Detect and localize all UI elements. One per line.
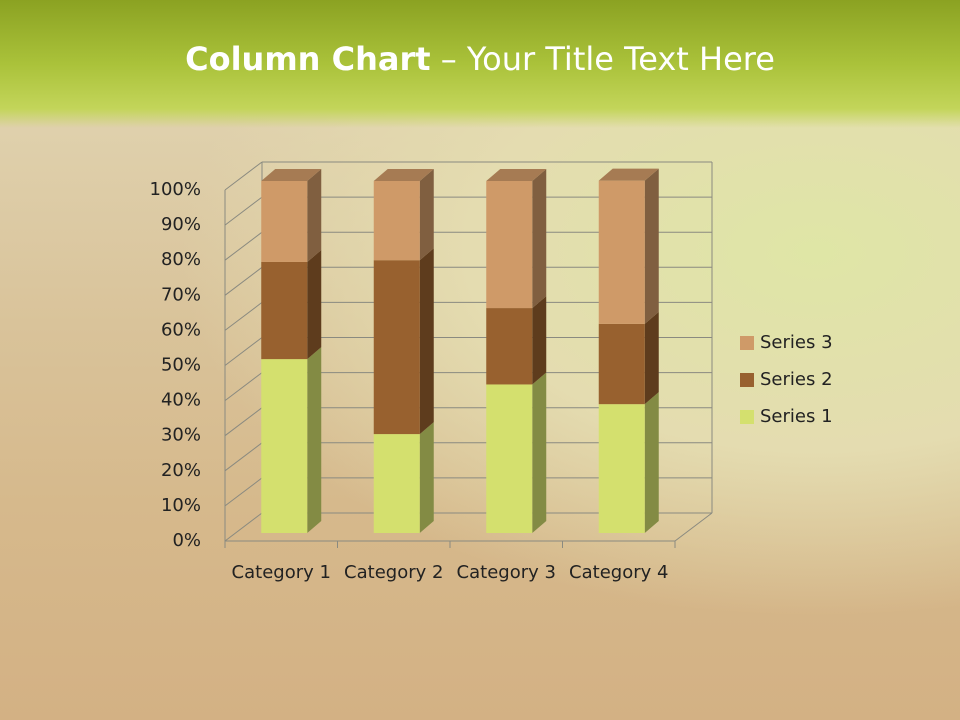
y-tick-label: 20% <box>161 460 201 481</box>
bar-side <box>307 249 322 360</box>
bar <box>261 261 308 360</box>
legend-label: Series 3 <box>760 332 833 353</box>
bar-side <box>419 422 434 533</box>
bar-top <box>486 169 547 181</box>
grid-line <box>224 477 263 507</box>
chart-title: Column Chart <box>185 40 431 78</box>
grid-line <box>224 161 263 191</box>
bar <box>373 181 420 261</box>
legend-label: Series 2 <box>760 369 833 390</box>
bar <box>598 180 645 324</box>
y-tick-label: 80% <box>161 249 201 270</box>
legend-swatch <box>740 336 754 350</box>
grid-line <box>224 512 263 542</box>
bar <box>598 404 645 533</box>
legend-swatch <box>740 373 754 387</box>
grid-line <box>224 302 263 331</box>
x-tick-label: Category 3 <box>456 562 556 583</box>
y-tick-label: 90% <box>161 214 201 235</box>
chart-title-rest: – Your Title Text Here <box>440 40 775 78</box>
bar-side <box>532 169 547 309</box>
y-tick-label: 40% <box>161 390 201 411</box>
y-tick-label: 60% <box>161 319 201 340</box>
grid-line <box>224 266 263 296</box>
y-tick-label: 10% <box>161 495 201 516</box>
y-tick-label: 100% <box>150 179 201 200</box>
bar-top <box>373 169 434 181</box>
legend-label: Series 1 <box>760 406 833 427</box>
bar-side <box>644 392 659 533</box>
grid-line <box>224 407 263 437</box>
bar <box>598 323 645 405</box>
grid-line <box>224 231 263 261</box>
grid-line <box>224 196 263 226</box>
bar <box>261 181 308 262</box>
title: Column Chart – Your Title Text Here <box>0 40 960 78</box>
bar <box>373 260 420 435</box>
x-tick-label: Category 2 <box>344 562 444 583</box>
bar-side <box>644 311 659 405</box>
bar <box>373 434 420 533</box>
bar <box>261 359 308 533</box>
bar-side <box>532 372 547 533</box>
bar-side <box>307 169 322 262</box>
y-tick-label: 50% <box>161 355 201 376</box>
grid-line <box>224 337 263 366</box>
bar <box>486 181 533 309</box>
bar <box>486 308 533 385</box>
bar-top <box>261 169 322 181</box>
bar-side <box>644 168 659 324</box>
axis-line <box>674 512 713 542</box>
grid-line <box>224 442 263 472</box>
bar-side <box>307 347 322 533</box>
y-tick-label: 30% <box>161 425 201 446</box>
legend-swatch <box>740 410 754 424</box>
y-tick-label: 0% <box>172 530 201 551</box>
bar-side <box>419 248 434 435</box>
x-tick-label: Category 1 <box>231 562 331 583</box>
grid-line <box>224 372 263 401</box>
bar-side <box>532 296 547 385</box>
header-band <box>0 0 960 128</box>
x-tick-label: Category 4 <box>569 562 669 583</box>
bar-side <box>419 169 434 261</box>
y-tick-label: 70% <box>161 284 201 305</box>
bar <box>486 384 533 533</box>
bar-top <box>598 168 659 181</box>
